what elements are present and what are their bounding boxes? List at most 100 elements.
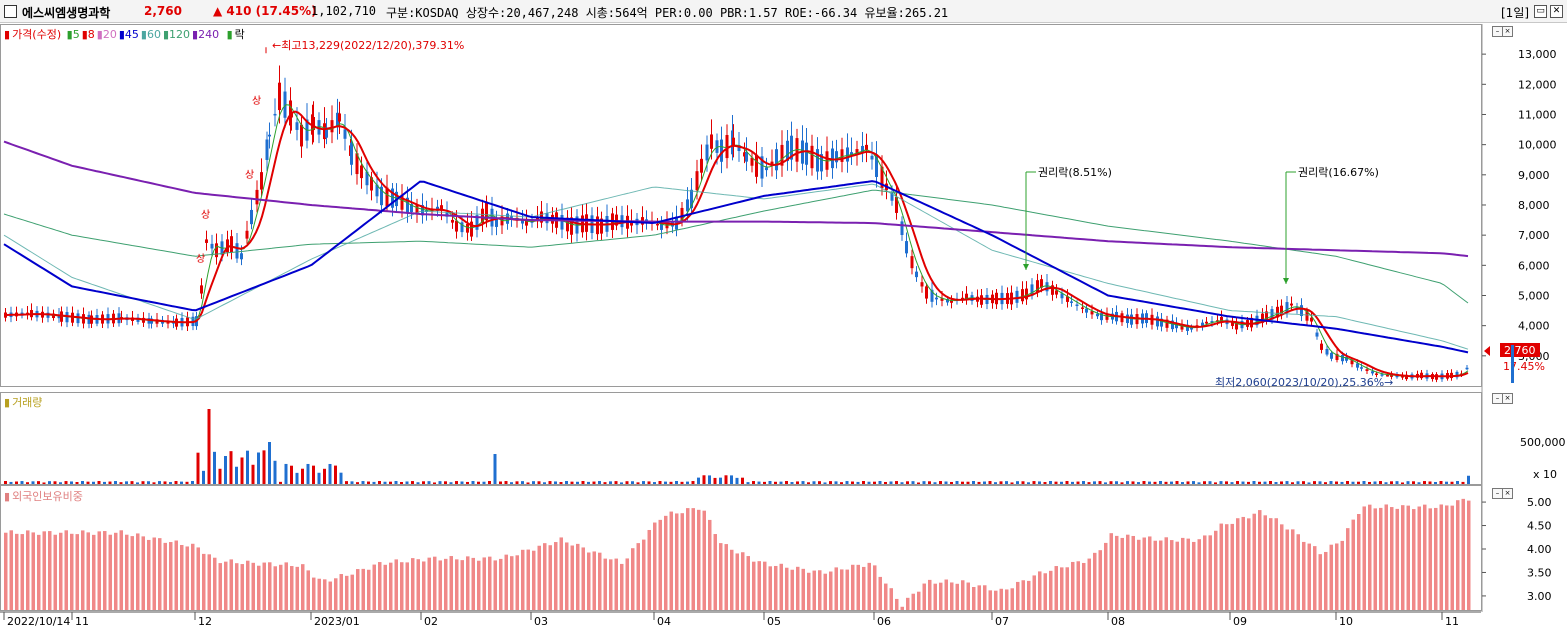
window-close-icon[interactable]: ✕: [1550, 5, 1563, 18]
volume-bar: [669, 481, 673, 484]
foreign-bar: [1175, 541, 1179, 610]
foreign-bar: [592, 551, 596, 610]
foreign-bar: [136, 533, 140, 610]
volume-bar: [262, 450, 266, 484]
foreign-bar: [521, 549, 525, 610]
foreign-bar: [1269, 518, 1273, 610]
volume-bar: [1428, 481, 1432, 484]
volume-bar: [1104, 482, 1107, 484]
volume-bar: [1208, 481, 1212, 484]
foreign-bar: [1401, 505, 1405, 610]
window-minimize-icon[interactable]: ▭: [1534, 5, 1547, 18]
volume-bar: [664, 481, 667, 484]
volume-bar: [1027, 482, 1030, 484]
foreign-bar: [680, 513, 684, 610]
volume-bar: [1450, 481, 1454, 484]
foreign-bar: [790, 569, 794, 610]
candle-body: [455, 220, 458, 232]
foreign-bar: [246, 560, 250, 610]
foreign-bar: [257, 565, 261, 610]
foreign-bar: [1043, 573, 1047, 610]
volume-bar: [449, 482, 453, 484]
volume-bar: [757, 481, 761, 484]
volume-bar: [37, 481, 40, 484]
candle-body: [1325, 348, 1329, 355]
volume-bar: [86, 481, 90, 484]
price-legend: ▮ 가격(수정) ▮5 ▮8 ▮20 ▮45 ▮60 ▮120 ▮240 ▮ 락: [4, 28, 245, 41]
volume-bar: [108, 481, 112, 484]
volume-bar: [1307, 482, 1311, 484]
candle-body: [466, 223, 469, 233]
volume-bar: [400, 481, 403, 484]
candle-body: [1105, 313, 1109, 320]
volume-bar: [185, 481, 189, 484]
foreign-bar: [1357, 514, 1361, 610]
x-tick-label: 06: [877, 615, 891, 628]
candle-body: [295, 122, 299, 130]
panel-close-icon[interactable]: ×: [1502, 488, 1513, 499]
candle-body: [1380, 374, 1384, 376]
foreign-bar: [383, 564, 387, 610]
volume-bar: [499, 481, 502, 484]
period-button[interactable]: [1일]: [1501, 6, 1530, 20]
volume-bar: [746, 482, 750, 484]
volume-bar: [1285, 481, 1289, 484]
volume-bar: [812, 481, 816, 484]
candle-body: [210, 243, 214, 249]
foreign-bar: [796, 566, 800, 610]
volume-bar: [306, 463, 310, 484]
volume-bar: [405, 481, 409, 484]
volume-bar: [675, 481, 678, 484]
foreign-bar: [834, 567, 838, 610]
checkbox[interactable]: [4, 5, 17, 18]
panel-close-icon[interactable]: ×: [1502, 393, 1513, 404]
volume-bar: [455, 481, 458, 484]
volume-bar: [1335, 481, 1338, 484]
volume-bar: [994, 482, 997, 484]
foreign-bar: [895, 598, 899, 610]
foreign-bar: [1038, 571, 1042, 610]
volume-bar: [1038, 481, 1041, 484]
volume-bar: [361, 481, 365, 484]
volume-bar: [350, 481, 354, 484]
volume-bar: [697, 477, 700, 484]
foreign-bar: [229, 559, 233, 610]
volume-bar: [1060, 481, 1063, 484]
volume-bar: [1181, 482, 1184, 484]
candle-body: [1290, 303, 1293, 306]
candle-body: [980, 295, 983, 305]
candle-body: [725, 134, 729, 159]
candle-body: [700, 158, 703, 173]
volume-bar: [768, 481, 772, 484]
volume-bar: [999, 481, 1003, 484]
foreign-bar: [312, 577, 316, 610]
volume-bar: [1313, 481, 1316, 484]
candle-body: [1025, 288, 1028, 300]
volume-bar: [1467, 475, 1470, 484]
candle-body: [1455, 371, 1459, 378]
foreign-bar: [427, 557, 431, 610]
foreign-bar: [196, 547, 200, 610]
foreign-bar: [1302, 541, 1306, 610]
volume-bar: [345, 481, 348, 484]
volume-bar: [235, 466, 238, 484]
candle-body: [560, 215, 564, 230]
volume-bar: [301, 468, 304, 484]
volume-bar: [983, 481, 986, 484]
volume-bar: [1043, 482, 1047, 484]
volume-bar: [279, 481, 282, 484]
y-tick-label: 10,000: [1518, 139, 1557, 152]
candle-body: [1276, 306, 1279, 318]
foreign-bar: [130, 536, 134, 610]
volume-bar: [576, 481, 579, 484]
y-tick-label: 13,000: [1518, 48, 1557, 61]
foreign-tick-label: 5.00: [1527, 496, 1552, 509]
candle-body: [915, 271, 918, 278]
x-tick-label: 02: [424, 615, 438, 628]
foreign-bar: [1445, 505, 1449, 610]
foreign-bar: [1324, 551, 1328, 610]
candle-body: [1386, 375, 1389, 377]
volume-bar: [702, 475, 706, 484]
foreign-bar: [730, 549, 734, 610]
panel-close-icon[interactable]: ×: [1502, 26, 1513, 37]
